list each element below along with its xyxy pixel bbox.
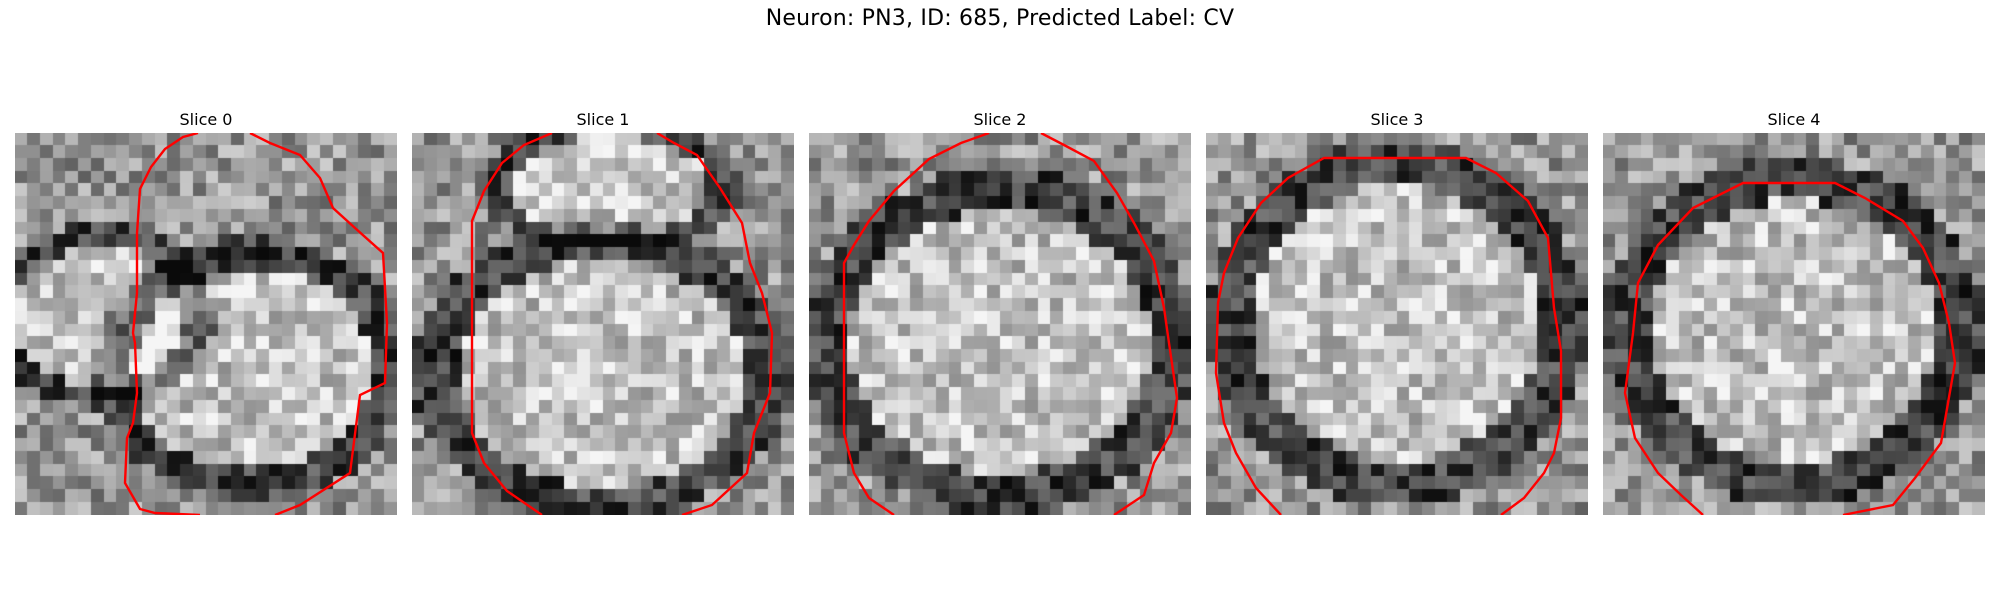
segmentation-contour xyxy=(1214,156,1563,515)
slice-panel-0: Slice 0 xyxy=(15,108,397,515)
segmentation-contour xyxy=(249,133,389,515)
slice-panel-1: Slice 1 xyxy=(412,108,794,515)
slice-image-1 xyxy=(412,133,794,515)
segmentation-contour xyxy=(656,133,774,515)
slice-panel-4: Slice 4 xyxy=(1603,108,1985,515)
segmentation-contour xyxy=(842,133,990,515)
slice-title: Slice 0 xyxy=(179,110,233,129)
slice-image-3 xyxy=(1206,133,1588,515)
segmentation-contour xyxy=(470,133,553,515)
slice-image-4 xyxy=(1603,133,1985,515)
slice-title: Slice 4 xyxy=(1767,110,1821,129)
slice-title: Slice 3 xyxy=(1370,110,1424,129)
segmentation-contour xyxy=(1040,133,1179,515)
segmentation-contour xyxy=(1623,181,1957,515)
slice-image-2 xyxy=(809,133,1191,515)
slice-image-0 xyxy=(15,133,397,515)
figure-title: Neuron: PN3, ID: 685, Predicted Label: C… xyxy=(765,6,1235,31)
slice-title: Slice 2 xyxy=(973,110,1027,129)
slice-panel-3: Slice 3 xyxy=(1206,108,1588,515)
slice-title: Slice 1 xyxy=(576,110,630,129)
segmentation-contour xyxy=(123,133,201,515)
slice-panel-2: Slice 2 xyxy=(809,108,1191,515)
